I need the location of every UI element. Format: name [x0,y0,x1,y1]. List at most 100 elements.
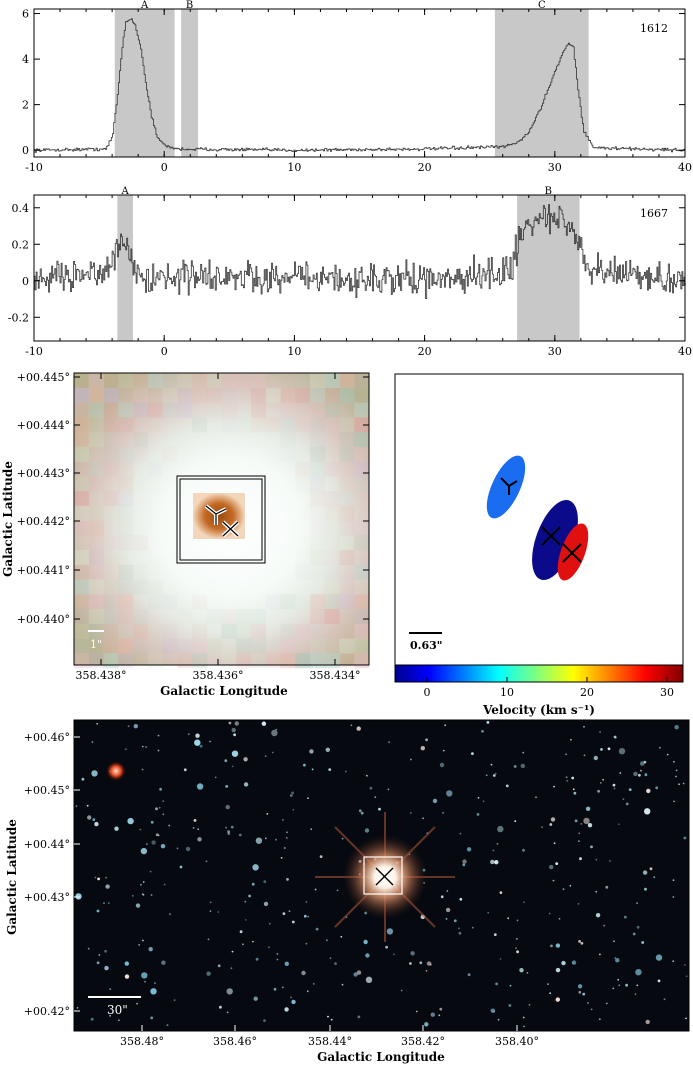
region-label-b: B [545,186,552,197]
image-pixel [118,402,134,418]
star [234,721,239,726]
star [446,890,449,892]
star [614,957,617,959]
star [571,776,575,780]
velocity-map-panel: 0.63" 0 10 20 30 Velocity (km s⁻¹) [394,373,684,717]
image-pixel [206,609,222,625]
star [587,1002,589,1004]
star [252,940,254,943]
star [124,748,127,751]
x-tick-label: 20 [418,161,432,174]
image-pixel [133,623,149,639]
image-pixel [339,609,355,625]
star [644,773,648,777]
star [578,990,582,994]
star [275,728,278,731]
image-pixel [74,387,90,403]
star [549,992,552,995]
star [453,919,457,923]
star [364,828,370,833]
image-pixel [118,417,134,433]
star [617,978,620,981]
star [499,958,502,960]
zoom-frame [73,372,370,666]
x-marker-wide [375,867,394,886]
star [282,819,284,821]
star [157,734,160,737]
star [334,962,337,965]
star [599,782,602,784]
star [224,759,228,763]
image-pixel [236,609,252,625]
spectrum-1612-panel: A B C -10 0 10 20 30 40 0 2 4 6 1612 [22,0,692,174]
image-pixel [310,402,326,418]
x-tick-label: 20 [418,345,432,358]
image-pixel [103,535,119,551]
x-tick-label: 358.48° [120,1035,164,1048]
star [497,1018,500,1021]
region-labels-1612: A B C [140,0,546,11]
image-pixel [147,402,163,418]
star [442,749,445,752]
star [140,883,142,886]
star [499,891,503,894]
star [445,907,451,913]
image-pixel [221,417,237,433]
image-pixel [295,623,311,639]
star [485,774,488,777]
star [571,960,577,965]
star [275,838,277,841]
y-tick-label: 0 [22,275,29,288]
star [231,750,239,757]
star [550,944,553,948]
image-pixel [310,609,326,625]
image-pixel [324,417,340,433]
image-pixel [192,373,208,389]
y-tick-label: +00.443° [17,467,70,480]
star [192,827,195,829]
image-pixel [354,638,370,654]
image-pixel [310,387,326,403]
image-pixel [147,417,163,433]
image-pixel [88,505,104,521]
y-tick-label: +00.44° [24,838,70,851]
star [233,733,237,737]
star [590,845,593,849]
star [197,828,200,831]
image-pixel [280,446,296,462]
star [684,964,686,966]
star [149,870,152,873]
image-pixel [74,535,90,551]
zoom-region-box [363,856,403,895]
feature-ellipse-blue [486,455,526,519]
spectrum-line-1612 [34,18,686,153]
star [577,903,580,905]
star [217,964,221,968]
star [144,980,146,983]
star [231,727,236,733]
image-pixel [192,638,208,654]
star [219,1005,222,1009]
image-pixel [324,387,340,403]
star [227,830,231,833]
image-pixel [88,579,104,595]
star [605,1002,608,1005]
colorbar-tick-label: 10 [500,686,514,699]
star [244,919,247,921]
star [477,797,480,799]
x-tick-label: 358.438° [76,669,127,682]
image-pixel [103,417,119,433]
star [288,910,291,913]
image-pixel [280,623,296,639]
star [284,1007,289,1012]
image-pixel [133,638,149,654]
y-tick-label: 0.4 [12,202,30,215]
image-pixel [118,535,134,551]
star [244,900,247,903]
star [109,988,112,990]
image-pixel [324,520,340,536]
image-pixel [354,520,370,536]
star [657,979,661,983]
star [154,982,156,985]
image-pixel [206,638,222,654]
